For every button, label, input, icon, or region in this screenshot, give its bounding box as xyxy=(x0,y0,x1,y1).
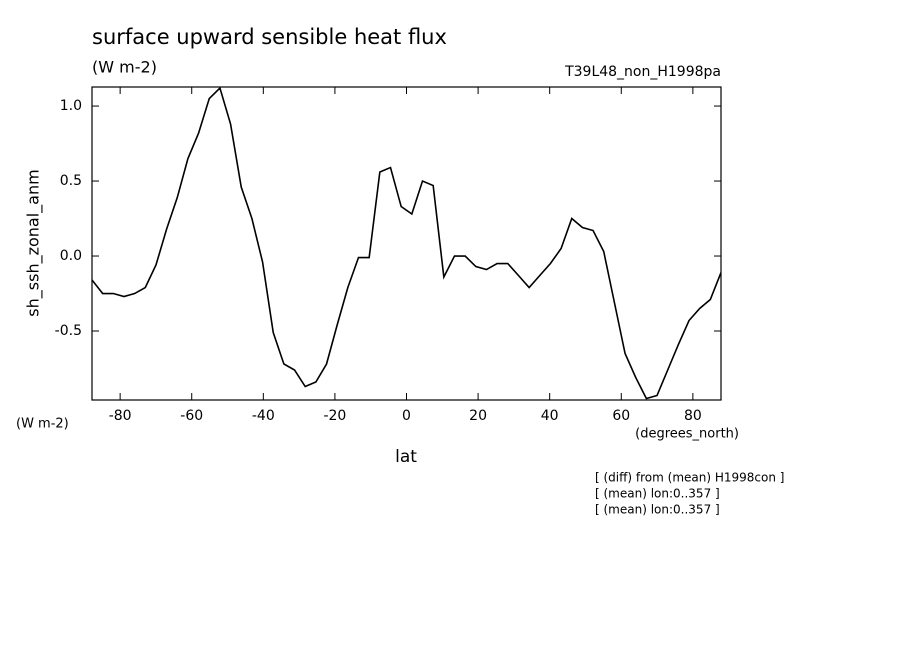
x-tick-label: -40 xyxy=(252,408,275,424)
x-tick-label: 80 xyxy=(684,408,702,424)
x-unit: (degrees_north) xyxy=(635,427,739,442)
x-tick-label: 40 xyxy=(541,408,559,424)
data-line xyxy=(92,87,721,400)
chart-subtitle: (W m-2) xyxy=(92,58,157,77)
x-tick-label: -80 xyxy=(109,408,132,424)
y-tick-label: 0.5 xyxy=(60,173,82,189)
x-axis-label: lat xyxy=(395,447,417,467)
x-tick-label: -60 xyxy=(180,408,203,424)
note: [ (mean) lon:0..357 ] xyxy=(595,487,720,501)
x-tick-label: -20 xyxy=(323,408,346,424)
y-tick-label: 1.0 xyxy=(60,98,82,114)
y-unit: (W m-2) xyxy=(16,417,69,432)
x-tick-label: 0 xyxy=(402,408,411,424)
y-tick-label: 0.0 xyxy=(60,248,82,264)
run-label: T39L48_non_H1998pa xyxy=(564,64,721,80)
plot-frame xyxy=(91,86,722,401)
note: [ (diff) from (mean) H1998con ] xyxy=(595,471,784,485)
y-tick-label: -0.5 xyxy=(55,323,82,339)
x-tick-label: 20 xyxy=(469,408,487,424)
chart-title: surface upward sensible heat flux xyxy=(92,25,447,49)
y-axis-label: sh_ssh_zonal_anm xyxy=(24,169,44,316)
note: [ (mean) lon:0..357 ] xyxy=(595,503,720,517)
x-tick-label: 60 xyxy=(612,408,630,424)
